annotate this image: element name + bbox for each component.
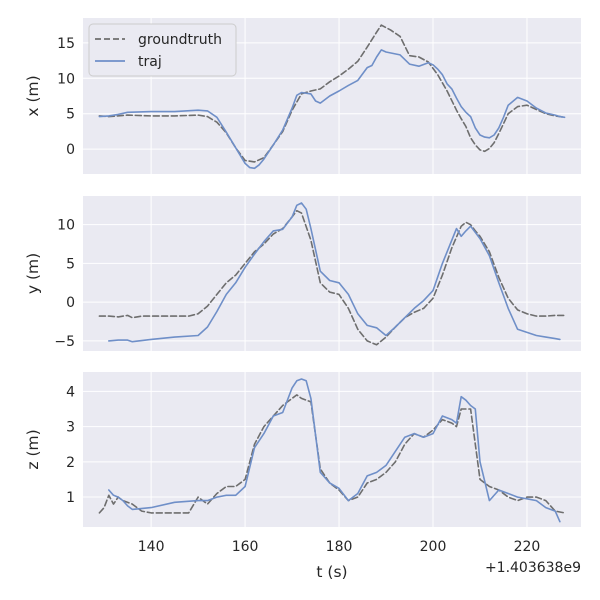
series-line-traj xyxy=(98,49,566,170)
x-tick-label: 200 xyxy=(420,539,447,555)
series-line-traj xyxy=(108,378,561,523)
subplot-3: 1 2 3 4 z (m) 140 160 180 200 220 t (s) +1.403638e9 xyxy=(24,372,581,581)
y-tick-label: 10 xyxy=(57,218,75,234)
y-tick-label: 5 xyxy=(66,107,75,123)
legend-box xyxy=(88,23,237,77)
y-tick-label: 0 xyxy=(66,295,75,311)
subplot-background xyxy=(83,196,581,351)
y-tick-label: 10 xyxy=(57,71,75,87)
x-tick-label: 220 xyxy=(514,539,541,555)
x-axis-label: t (s) xyxy=(316,563,347,581)
subplot-2: −5 0 5 10 y (m) xyxy=(24,196,581,351)
x-tick-label: 160 xyxy=(232,539,259,555)
y-tick-label: 4 xyxy=(66,384,75,400)
y-tick-label: 2 xyxy=(66,455,75,471)
y-axis-label: z (m) xyxy=(24,429,42,469)
x-axis-offset: +1.403638e9 xyxy=(485,560,581,576)
y-axis-label: y (m) xyxy=(24,253,42,294)
series-line-traj xyxy=(108,202,561,343)
x-tick-label: 140 xyxy=(138,539,165,555)
y-tick-label: 0 xyxy=(66,142,75,158)
legend-label-traj: traj xyxy=(138,54,162,70)
y-axis-label: x (m) xyxy=(24,75,42,116)
y-tick-label: 1 xyxy=(66,490,75,506)
x-tick-label: 180 xyxy=(326,539,353,555)
legend: groundtruth traj xyxy=(88,23,237,77)
subplot-background xyxy=(83,372,581,527)
series-line-groundtruth xyxy=(98,209,566,346)
y-tick-label: −5 xyxy=(54,334,75,350)
y-tick-label: 3 xyxy=(66,420,75,436)
legend-label-groundtruth: groundtruth xyxy=(138,32,222,48)
y-tick-label: 15 xyxy=(57,36,75,52)
y-tick-label: 5 xyxy=(66,256,75,272)
